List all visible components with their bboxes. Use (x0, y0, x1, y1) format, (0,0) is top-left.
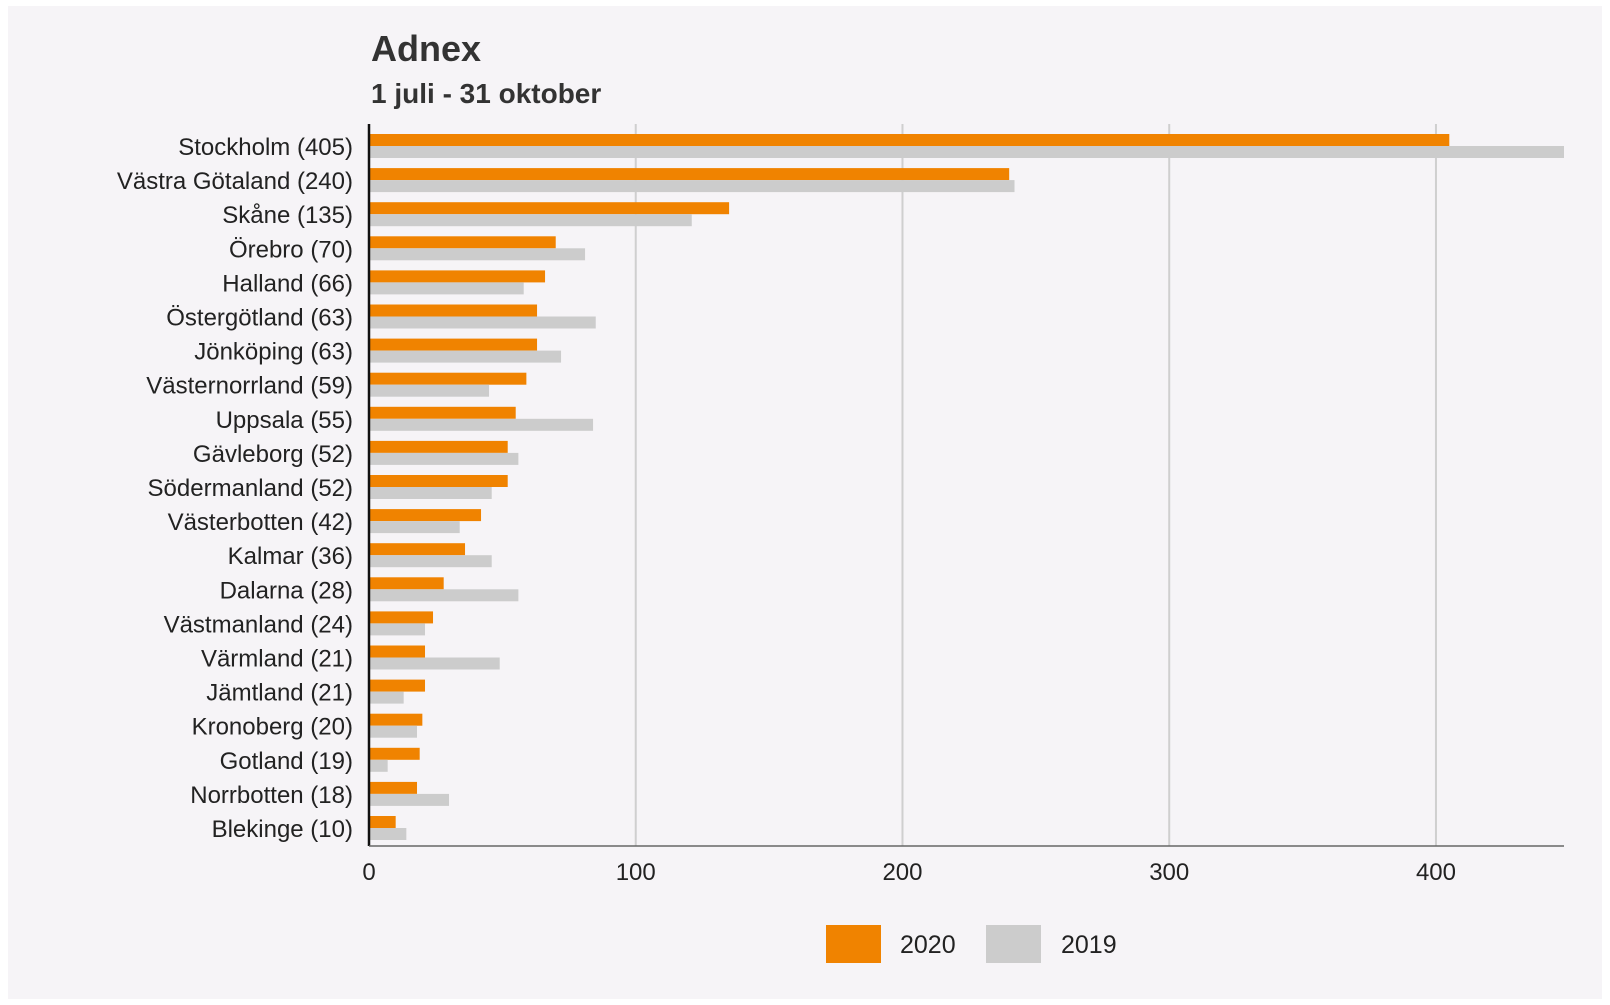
category-label: Halland (66) (222, 270, 353, 297)
bar-2020[interactable] (370, 338, 538, 351)
bar-2020[interactable] (370, 713, 423, 726)
bar-2020[interactable] (370, 372, 527, 385)
bar-2019[interactable] (370, 384, 490, 397)
bar-2020[interactable] (370, 611, 434, 624)
bar-2020[interactable] (370, 781, 418, 794)
category-label: Västernorrland (59) (146, 373, 353, 400)
bar-2020[interactable] (370, 577, 444, 590)
legend-swatch-2020[interactable] (826, 925, 881, 963)
category-label: Skåne (135) (222, 202, 353, 229)
category-labels: Stockholm (405) Västra Götaland (240) Skån… (117, 134, 353, 843)
legend[interactable]: 2020 2019 (826, 925, 1117, 963)
bar-2020[interactable] (370, 679, 426, 692)
category-label: Norrbotten (18) (190, 782, 353, 809)
bar-2019[interactable] (370, 214, 692, 227)
axes (367, 124, 1564, 847)
bar-2020[interactable] (370, 440, 508, 453)
category-label: Örebro (70) (229, 236, 353, 263)
x-tick-label: 100 (616, 859, 656, 886)
category-label: Uppsala (55) (216, 407, 353, 434)
bar-2019[interactable] (370, 589, 519, 602)
bar-2019[interactable] (370, 521, 460, 534)
category-label: Gävleborg (52) (193, 441, 353, 468)
bar-2019[interactable] (370, 657, 500, 670)
category-label: Jämtland (21) (206, 680, 353, 707)
bar-2019[interactable] (370, 248, 586, 261)
bar-2020[interactable] (370, 816, 396, 828)
bar-2020[interactable] (370, 236, 556, 249)
bar-2019[interactable] (370, 759, 388, 772)
legend-swatch-2019[interactable] (986, 925, 1041, 963)
legend-label-2019[interactable]: 2019 (1061, 931, 1117, 959)
bar-2019[interactable] (370, 828, 407, 840)
bar-2020[interactable] (370, 304, 538, 317)
category-label: Värmland (21) (201, 646, 353, 673)
category-label: Jönköping (63) (194, 339, 353, 366)
x-tick-label: 400 (1416, 859, 1456, 886)
bar-2019[interactable] (370, 180, 1015, 193)
category-label: Västmanland (24) (164, 611, 353, 638)
bar-2020[interactable] (370, 645, 426, 658)
bar-2019[interactable] (370, 316, 596, 329)
category-label: Stockholm (405) (178, 134, 353, 161)
category-label: Västerbotten (42) (168, 509, 353, 536)
bar-2020[interactable] (370, 168, 1010, 181)
category-label: Södermanland (52) (148, 475, 353, 502)
chart-title: Adnex (371, 28, 482, 69)
category-label: Kalmar (36) (228, 543, 353, 570)
bar-2019[interactable] (370, 623, 426, 636)
bar-2020[interactable] (370, 134, 1450, 146)
legend-label-2020[interactable]: 2020 (900, 931, 956, 959)
x-tick-label: 300 (1149, 859, 1189, 886)
category-label: Dalarna (28) (220, 577, 353, 604)
bar-2019[interactable] (370, 555, 492, 568)
bar-2019[interactable] (370, 691, 404, 704)
bar-2019[interactable] (370, 793, 450, 806)
category-label: Blekinge (10) (212, 816, 353, 843)
x-tick-label: 0 (362, 859, 375, 886)
bar-2020[interactable] (370, 270, 546, 283)
bar-2019[interactable] (370, 418, 594, 431)
bar-2020[interactable] (370, 747, 420, 760)
bar-2020[interactable] (370, 509, 482, 522)
chart-subtitle: 1 juli - 31 oktober (371, 78, 602, 109)
x-axis-ticks: 0 100 200 300 400 (362, 859, 1456, 886)
category-label: Östergötland (63) (166, 305, 353, 332)
bar-2020[interactable] (370, 202, 730, 215)
x-tick-label: 200 (882, 859, 922, 886)
bar-2020[interactable] (370, 406, 516, 419)
bar-2019[interactable] (370, 146, 1564, 158)
category-label: Västra Götaland (240) (117, 168, 353, 195)
bar-2019[interactable] (370, 487, 492, 499)
bars (370, 134, 1564, 840)
bar-2019[interactable] (370, 452, 519, 465)
gridlines (634, 124, 1437, 846)
bar-2019[interactable] (370, 725, 418, 738)
bar-2020[interactable] (370, 543, 466, 556)
bar-2019[interactable] (370, 282, 524, 295)
category-label: Kronoberg (20) (192, 714, 353, 741)
bar-2020[interactable] (370, 475, 508, 487)
bar-2019[interactable] (370, 350, 562, 363)
category-label: Gotland (19) (220, 748, 353, 775)
